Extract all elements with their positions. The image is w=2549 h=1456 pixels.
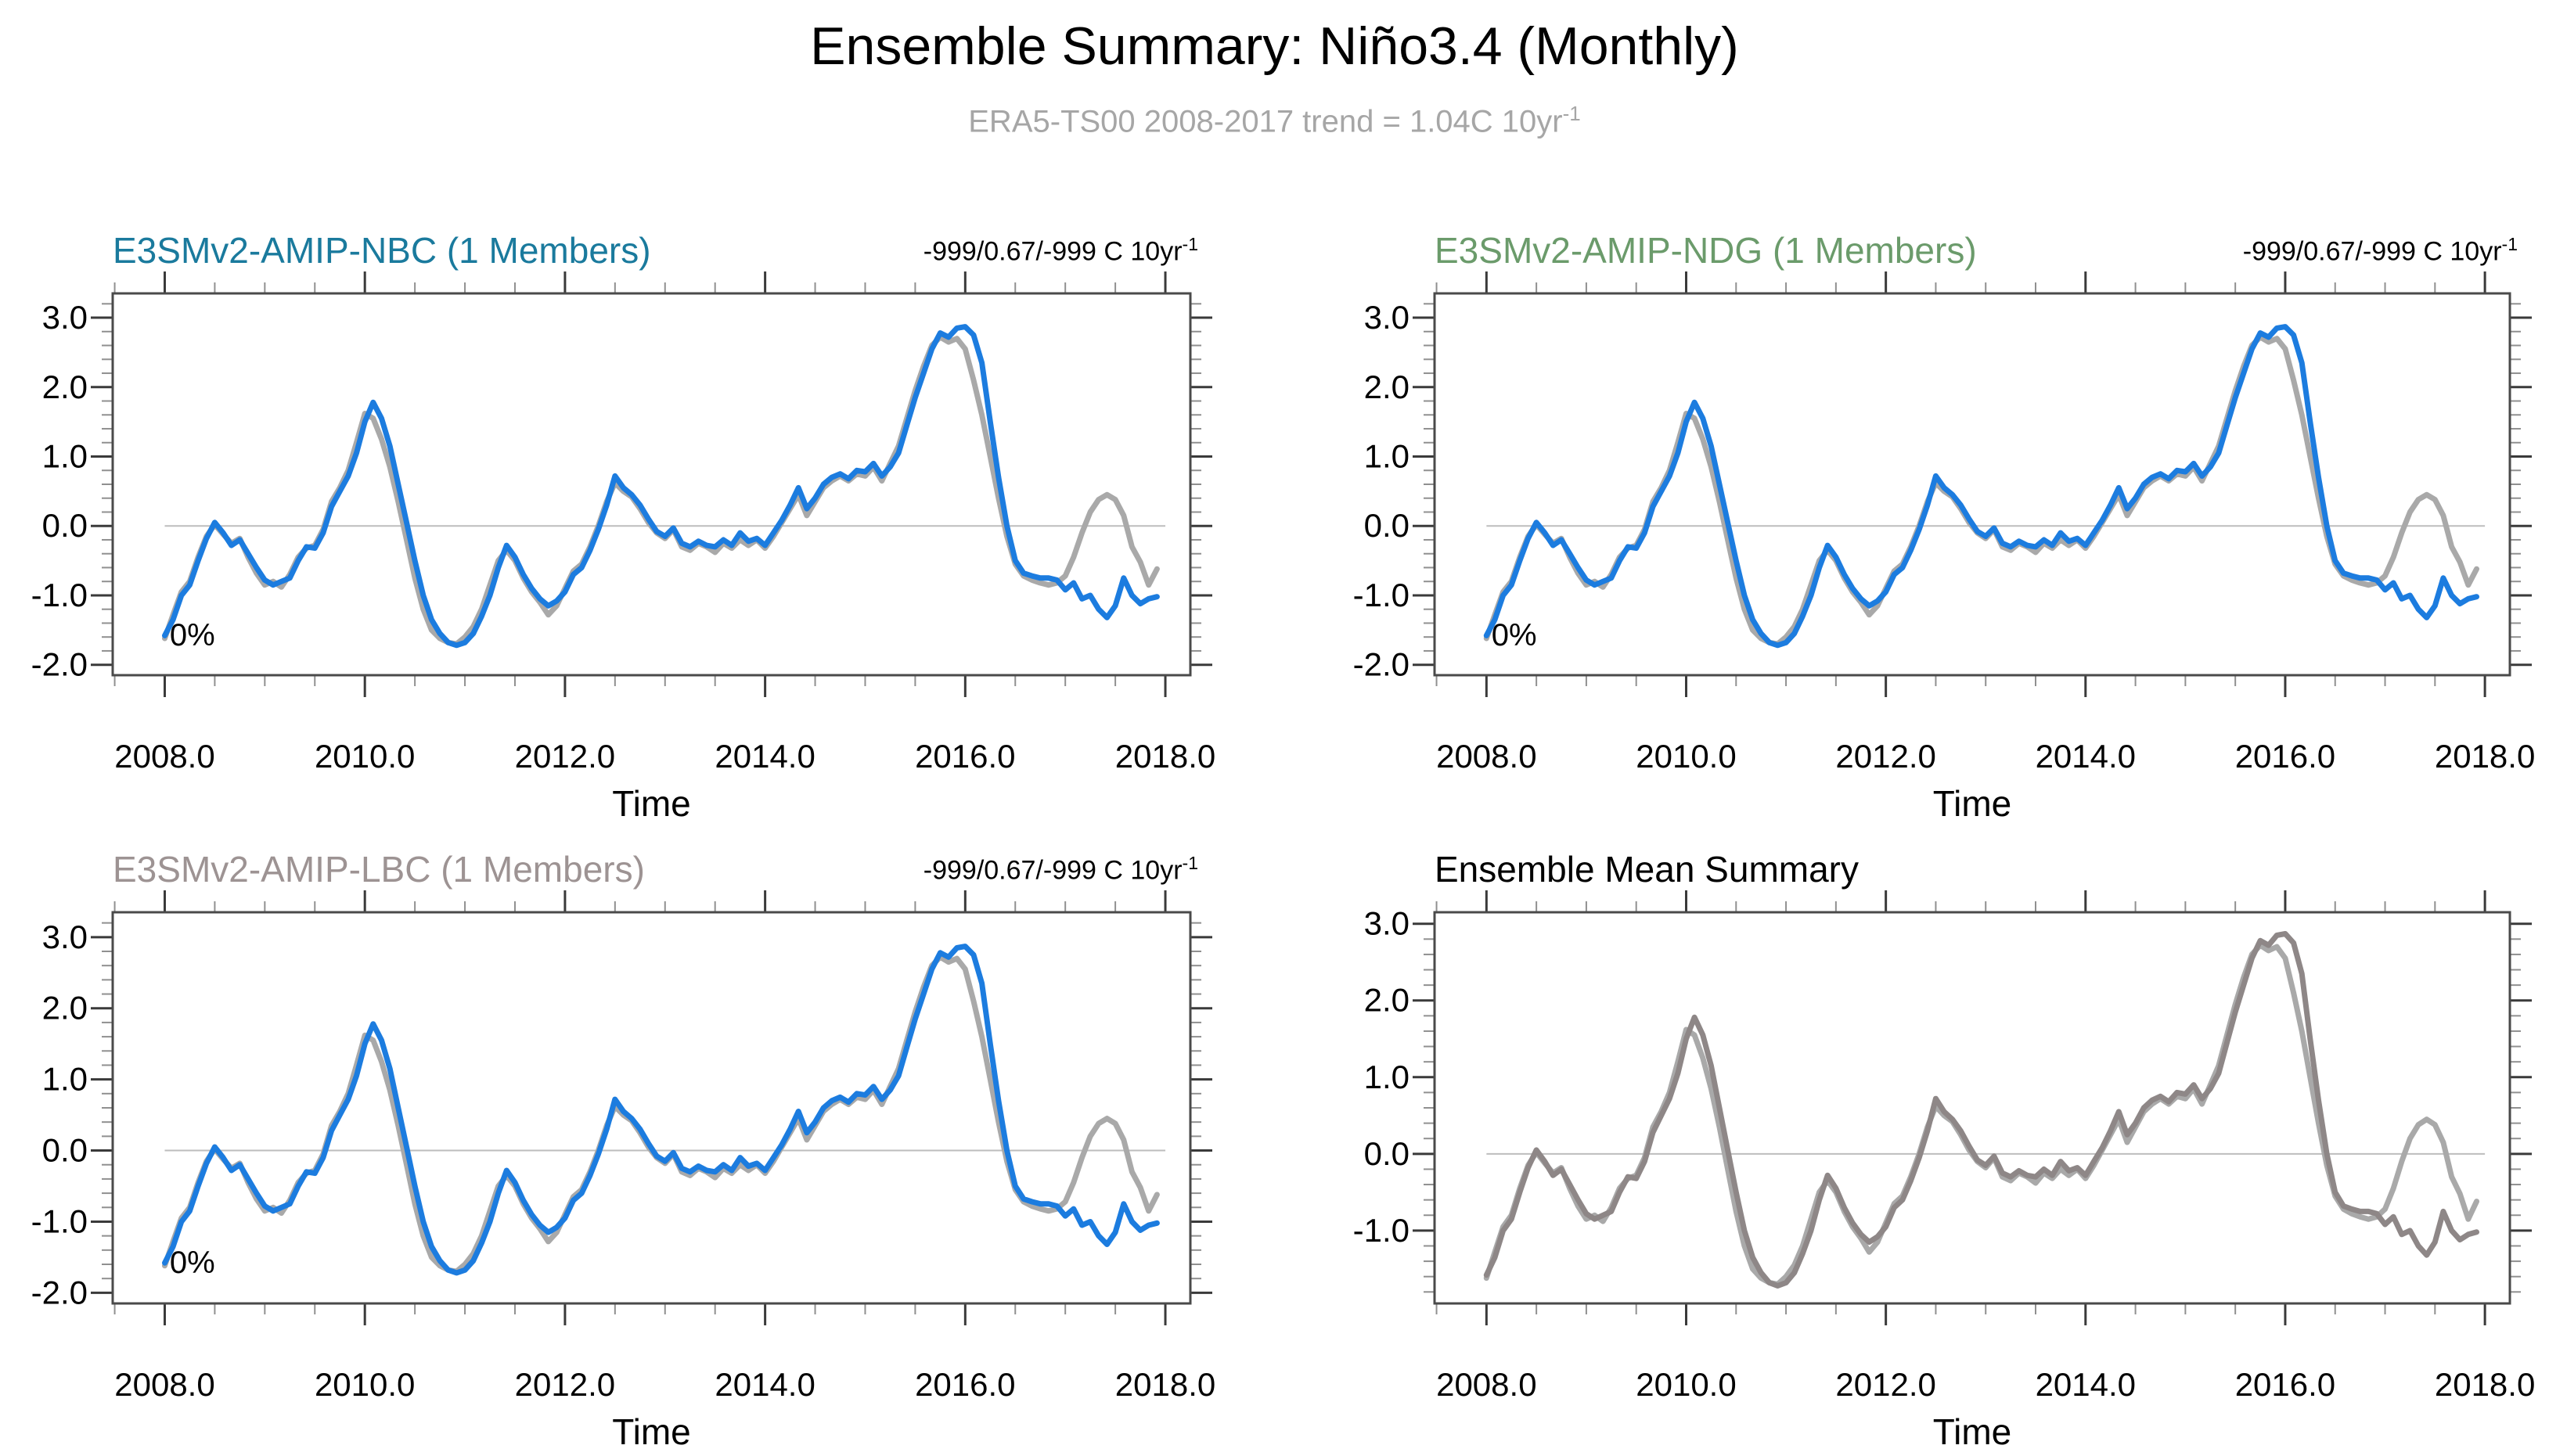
y-tick-label: 3.0 [1364, 299, 1410, 336]
member-curve [162, 324, 1160, 649]
y-tick-label: 3.0 [42, 919, 88, 955]
x-tick-label: 2012.0 [1835, 738, 1935, 775]
y-tick-label: 0.0 [1364, 1135, 1410, 1172]
trend-label-nbc: -999/0.67/-999 C 10yr-1 [923, 234, 1198, 267]
x-axis-title: Time [1933, 783, 2012, 824]
y-tick-label: -2.0 [31, 646, 88, 683]
x-axis-title: Time [612, 783, 691, 824]
x-axis-title: Time [612, 1411, 691, 1452]
obs-curve [1483, 334, 2479, 647]
figure-subtitle-superscript: -1 [1562, 102, 1581, 125]
y-tick-label: 1.0 [1364, 1059, 1410, 1095]
plot-frame [1433, 911, 2511, 1305]
y-tick-label: -2.0 [1353, 646, 1410, 683]
y-tick-label: -1.0 [31, 577, 88, 613]
panel-title-ndg: E3SMv2-AMIP-NDG (1 Members) [1435, 230, 1977, 271]
member-curve [1483, 324, 2479, 649]
plot-frame [111, 911, 1192, 1305]
x-tick-label: 2008.0 [1436, 738, 1536, 775]
x-tick-label: 2008.0 [114, 738, 214, 775]
x-tick-label: 2010.0 [1636, 1366, 1736, 1403]
panel-title-nbc: E3SMv2-AMIP-NBC (1 Members) [113, 230, 651, 271]
trend-label-lbc: -999/0.67/-999 C 10yr-1 [923, 853, 1198, 886]
x-tick-label: 2014.0 [715, 738, 815, 775]
y-tick-label: 2.0 [1364, 982, 1410, 1019]
y-tick-label: -1.0 [31, 1203, 88, 1239]
figure-title: Ensemble Summary: Niño3.4 (Monthly) [810, 16, 1739, 76]
y-tick-label: 2.0 [42, 368, 88, 405]
panel-title-lbc: E3SMv2-AMIP-LBC (1 Members) [113, 849, 645, 890]
y-tick-label: 2.0 [1364, 368, 1410, 405]
x-axis-title: Time [1933, 1411, 2012, 1452]
y-tick-label: 1.0 [42, 1061, 88, 1098]
x-tick-label: 2016.0 [915, 738, 1015, 775]
y-tick-label: 3.0 [42, 299, 88, 336]
percent-annotation: 0% [170, 618, 215, 653]
x-tick-label: 2016.0 [2235, 738, 2335, 775]
x-tick-label: 2014.0 [2036, 1366, 2136, 1403]
x-tick-label: 2014.0 [2036, 738, 2136, 775]
y-tick-label: -2.0 [31, 1274, 88, 1310]
obs-curve [162, 334, 1160, 647]
x-tick-label: 2018.0 [2435, 1366, 2535, 1403]
x-tick-label: 2008.0 [1436, 1366, 1536, 1403]
y-tick-label: 2.0 [42, 990, 88, 1026]
x-tick-label: 2010.0 [315, 738, 415, 775]
trend-label-ndg: -999/0.67/-999 C 10yr-1 [2242, 234, 2518, 267]
percent-annotation: 0% [1492, 618, 1537, 653]
obs-curve [162, 954, 1160, 1274]
x-tick-label: 2014.0 [715, 1366, 815, 1403]
x-tick-label: 2008.0 [114, 1366, 214, 1403]
x-tick-label: 2018.0 [1115, 738, 1215, 775]
plot-frame [1433, 292, 2511, 677]
figure-subtitle: ERA5-TS00 2008-2017 trend = 1.04C 10yr-1 [0, 102, 2549, 139]
x-tick-label: 2016.0 [915, 1366, 1015, 1403]
panel-title-mean: Ensemble Mean Summary [1435, 849, 1859, 890]
mean-curve [1483, 931, 2479, 1289]
x-tick-label: 2018.0 [2435, 738, 2535, 775]
x-tick-label: 2010.0 [1636, 738, 1736, 775]
y-tick-label: 1.0 [1364, 438, 1410, 475]
member-curve [162, 944, 1160, 1276]
x-tick-label: 2018.0 [1115, 1366, 1215, 1403]
obs-curve [1483, 942, 2479, 1287]
y-tick-label: 0.0 [1364, 507, 1410, 544]
plot-frame [111, 292, 1192, 677]
y-tick-label: 0.0 [42, 507, 88, 544]
percent-annotation: 0% [170, 1246, 215, 1280]
y-tick-label: 0.0 [42, 1132, 88, 1169]
y-tick-label: 3.0 [1364, 905, 1410, 942]
x-tick-label: 2012.0 [1835, 1366, 1935, 1403]
x-tick-label: 2010.0 [315, 1366, 415, 1403]
figure-subtitle-text: ERA5-TS00 2008-2017 trend = 1.04C 10yr [968, 104, 1563, 139]
x-tick-label: 2012.0 [515, 738, 615, 775]
y-tick-label: -1.0 [1353, 577, 1410, 613]
y-tick-label: 1.0 [42, 438, 88, 475]
x-tick-label: 2016.0 [2235, 1366, 2335, 1403]
y-tick-label: -1.0 [1353, 1212, 1410, 1249]
x-tick-label: 2012.0 [515, 1366, 615, 1403]
